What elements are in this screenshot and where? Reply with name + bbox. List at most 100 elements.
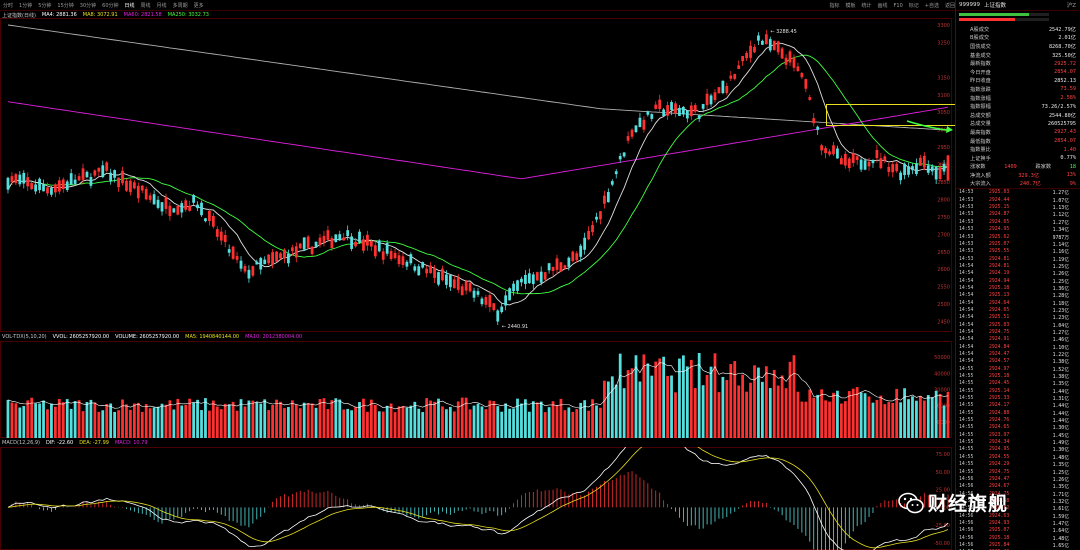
volume-bar (820, 389, 824, 438)
candle-body (847, 158, 851, 169)
candle-body (275, 251, 278, 262)
volume-y-tick: 40000 (934, 371, 950, 377)
tick-price: 2925.03 (989, 322, 1010, 328)
volume-bar (346, 408, 350, 438)
tick-time: 14:54 (959, 300, 974, 306)
volume-bar (26, 400, 30, 438)
candle-body (851, 153, 855, 163)
candle-body (200, 202, 203, 216)
tick-price: 2924.44 (989, 197, 1010, 203)
legend-item: VOL-TDX(5,10,20) (2, 334, 47, 340)
strength-bars (956, 11, 1080, 25)
tool-tab[interactable]: +自选 (924, 3, 939, 9)
candle-body (117, 177, 120, 188)
legend-item: MA250: 3032.73 (167, 12, 209, 18)
macd-frame (0, 447, 952, 550)
volume-bar (53, 406, 57, 438)
tick-row: 14:55 2923.97 1.45亿 (956, 432, 1080, 439)
volume-bar (373, 404, 377, 438)
period-tab[interactable]: 多周期 (172, 2, 188, 9)
candle-body (196, 204, 199, 209)
volume-bar (385, 405, 389, 438)
tick-price: 2924.84 (989, 344, 1010, 350)
candle-body (682, 106, 685, 115)
tick-time: 14:55 (959, 418, 974, 424)
volume-bar (65, 399, 69, 438)
candle-body (693, 105, 697, 112)
quote-value: 2852.13 (1054, 77, 1076, 84)
volume-bar (682, 355, 685, 438)
candle-body (757, 35, 760, 41)
volume-bar (591, 399, 594, 438)
volume-bar (172, 409, 176, 438)
volume-bar (125, 404, 128, 438)
volume-bar (263, 399, 267, 438)
candle-body (34, 184, 38, 192)
period-tab[interactable]: 分时 (3, 2, 14, 9)
quote-value: 73.59 (1060, 86, 1076, 93)
period-tab[interactable]: 周线 (140, 2, 151, 9)
volume-bar (527, 411, 531, 438)
tool-tab[interactable]: 画线 (877, 3, 888, 9)
legend-item: MACD(12,26,9) (2, 440, 40, 446)
volume-bar (626, 370, 630, 438)
candle-body (551, 266, 555, 271)
candle-body (867, 161, 871, 167)
tool-tab[interactable]: F10 (893, 2, 903, 9)
tool-tab[interactable]: 模板 (845, 3, 856, 9)
tick-vol: 1.27亿 (1052, 191, 1069, 197)
candle-body (113, 170, 117, 178)
volume-bar (685, 366, 689, 438)
period-tab[interactable]: 15分钟 (57, 2, 74, 9)
tick-price: 2924.45 (989, 381, 1010, 387)
volume-bar (89, 399, 93, 438)
tick-row: 14:54 2924.84 1.10亿 (956, 344, 1080, 351)
volume-bar (808, 389, 812, 438)
candle-body (820, 145, 824, 151)
tick-row: 14:55 2924.75 1.25亿 (956, 468, 1080, 476)
candle-body (685, 110, 689, 119)
quote-label: A股成交 (970, 26, 990, 33)
strength-bar-fill (959, 18, 1015, 21)
tick-vol: 1.16亿 (1052, 250, 1069, 256)
legend-item: MA10: 2012380004.00 (245, 334, 303, 340)
period-tab[interactable]: 5分钟 (38, 2, 52, 9)
quote-row: 指数振幅 73.26/2.57% (956, 102, 1080, 111)
candlestick-chart[interactable]: 3300325031503100305030002950290028502800… (0, 18, 955, 332)
volume-bar (50, 403, 53, 438)
volume-bar (445, 409, 448, 438)
volume-chart[interactable]: 50000 40000 30000 20000 10000 (0, 341, 955, 438)
period-tab[interactable]: 60分钟 (102, 2, 119, 9)
tool-tab[interactable]: 返回 (944, 3, 955, 9)
candle-body (144, 189, 148, 200)
period-tab[interactable]: 30分钟 (79, 2, 97, 9)
candle-body (381, 251, 385, 260)
candle-body (788, 51, 792, 63)
macd-chart[interactable]: 75.00 50.00 25.00 0.00 -25.00 -50.00 (0, 447, 955, 550)
candle-body (697, 115, 701, 119)
tool-tab[interactable]: 统计 (861, 3, 872, 9)
period-tab[interactable]: 月线 (156, 2, 167, 9)
tool-tab[interactable]: 标记 (908, 3, 919, 9)
quote-row: 昨日收盘 2852.13 (956, 77, 1080, 86)
quote-row: 指数涨幅 2.58% (956, 94, 1080, 103)
candle-body (741, 55, 745, 62)
candle-body (326, 230, 330, 240)
tick-vol: 1.04亿 (1052, 323, 1069, 329)
volume-bar (863, 393, 867, 438)
volume-bar (109, 403, 113, 438)
period-tab[interactable]: 更多 (193, 2, 204, 9)
tick-row: 14:55 2925.18 1.38亿 (956, 373, 1080, 380)
period-tab[interactable]: 日线 (124, 2, 135, 9)
tick-time: 14:53 (959, 249, 974, 255)
tool-tab[interactable]: 指标 (829, 3, 840, 9)
tick-price: 2924.95 (989, 447, 1010, 453)
tick-list[interactable]: 14:53 2925.03 1.27亿 14:53 2924.44 1.07亿 14:53 2… (956, 188, 1080, 550)
candle-body (946, 155, 950, 181)
volume-bar (610, 376, 614, 438)
volume-bar (421, 412, 425, 438)
volume-bar (101, 410, 105, 438)
tick-vol: 1.35亿 (1052, 382, 1069, 388)
candle-body (338, 234, 342, 241)
period-tab[interactable]: 1分钟 (19, 2, 33, 9)
